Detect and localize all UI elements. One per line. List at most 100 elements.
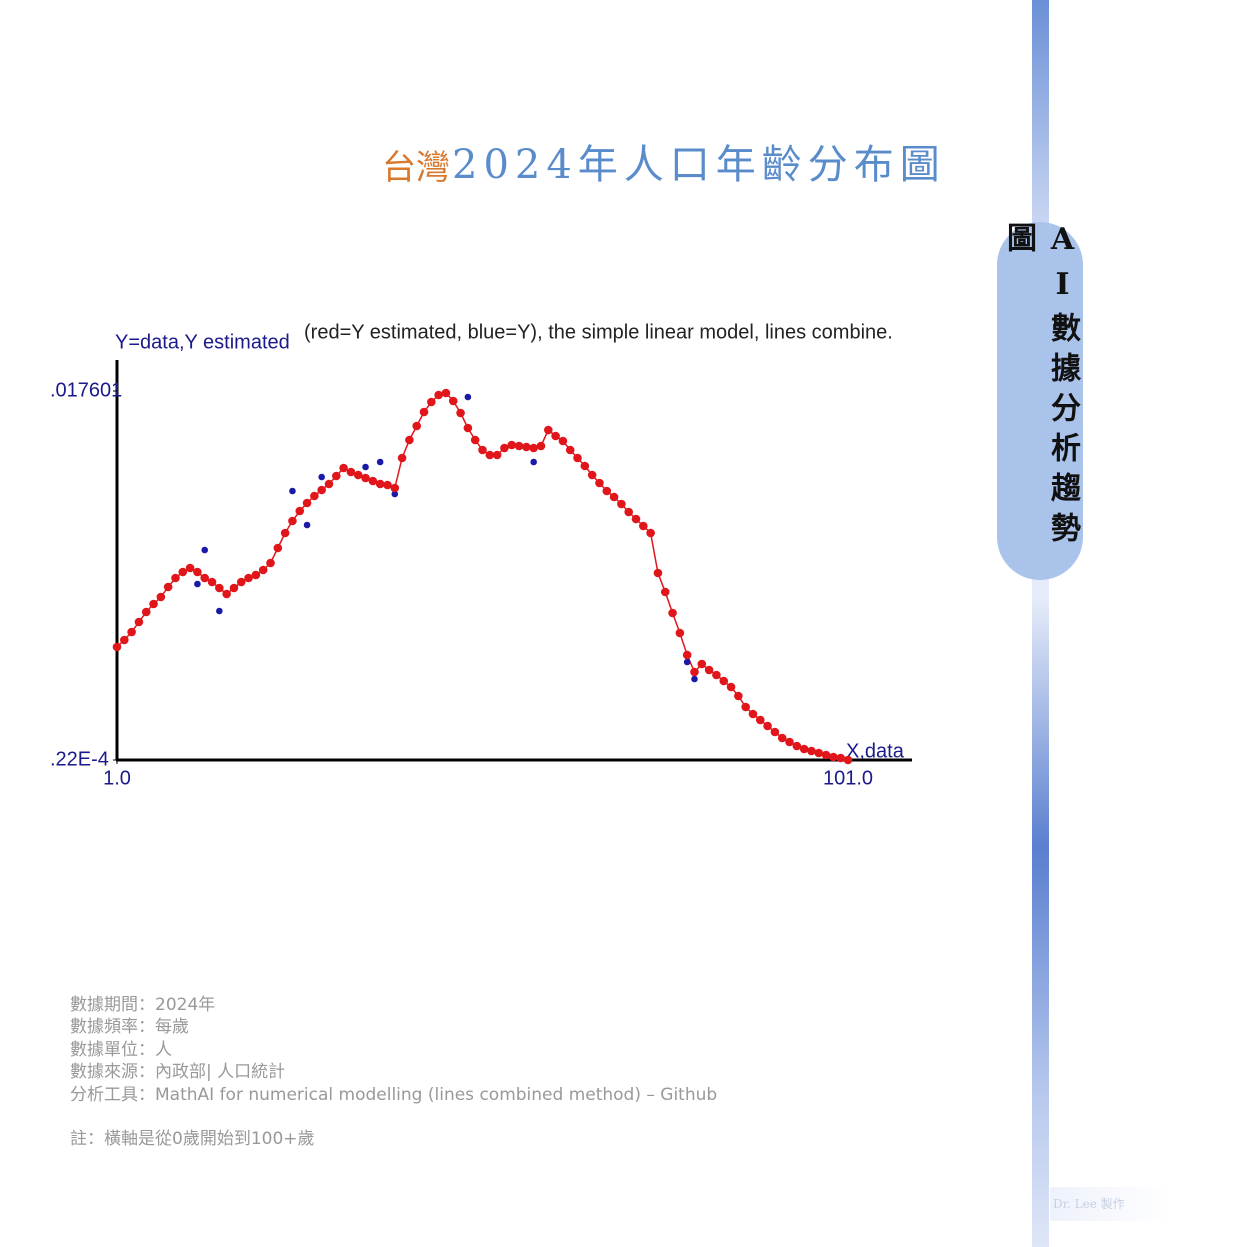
estimate-point	[317, 485, 326, 495]
data-point	[683, 658, 691, 666]
estimate-point	[595, 478, 604, 488]
estimate-point	[719, 676, 729, 686]
estimate-point	[748, 709, 758, 719]
note-line: 註：橫軸是從0歲開始到100+歲	[70, 1129, 315, 1150]
y-tick-label: .017601	[50, 379, 122, 401]
data-point	[530, 458, 537, 466]
estimate-point	[814, 748, 824, 758]
estimate-point	[390, 483, 400, 493]
estimate-point	[690, 667, 699, 677]
estimate-point	[156, 592, 166, 602]
estimate-point	[448, 396, 458, 406]
estimate-point	[207, 577, 217, 587]
estimate-point	[222, 589, 231, 599]
estimate-point	[141, 607, 151, 617]
estimate-point	[236, 577, 246, 587]
estimate-point	[514, 441, 524, 451]
estimate-point	[624, 507, 633, 517]
estimate-point	[602, 486, 612, 496]
page-title-prefix: 台灣	[382, 148, 450, 188]
estimate-point	[229, 583, 239, 593]
sidebar-label: AI數據分析趨勢圖	[1001, 222, 1080, 552]
estimate-point	[127, 627, 136, 637]
estimate-point	[412, 421, 422, 431]
estimate-point	[419, 407, 429, 417]
estimate-point	[821, 750, 831, 760]
estimate-point	[171, 573, 180, 583]
estimate-point	[441, 388, 451, 398]
estimate-point	[485, 450, 495, 460]
estimate-point	[310, 491, 319, 501]
y-axis-label: Y=data,Y estimated	[115, 331, 290, 353]
estimate-point	[704, 665, 714, 675]
estimate-point	[529, 443, 538, 453]
estimate-point	[843, 755, 853, 765]
sidebar-pill: AI數據分析趨勢圖	[997, 222, 1083, 580]
estimate-point	[755, 715, 765, 725]
estimate-point	[478, 445, 487, 455]
note-line	[70, 1106, 717, 1128]
estimate-point	[112, 642, 122, 652]
estimate-point	[551, 431, 560, 441]
estimate-point	[712, 670, 721, 680]
estimate-point	[777, 733, 787, 743]
data-point	[303, 521, 311, 529]
credit: Dr. Lee 製作	[1050, 1187, 1173, 1221]
estimate-point	[726, 682, 736, 692]
estimate-point	[697, 659, 707, 669]
estimate-point	[251, 570, 261, 580]
note-line: 數據來源：內政部| 人口統計	[70, 1062, 286, 1083]
estimate-point	[741, 702, 750, 712]
data-point	[201, 546, 209, 554]
estimate-point	[799, 744, 809, 754]
estimate-point	[500, 443, 509, 453]
estimate-point	[565, 445, 575, 455]
estimate-point	[807, 746, 816, 756]
note-line: 分析工具：MathAI for numerical modelling (lin…	[70, 1084, 718, 1105]
data-point	[318, 473, 325, 481]
y-tick-label: .22E-4	[50, 748, 109, 770]
estimate-point	[492, 450, 502, 460]
estimate-point	[134, 617, 144, 627]
estimate-point	[405, 435, 414, 445]
estimate-point	[185, 563, 195, 573]
estimate-point	[646, 528, 655, 538]
estimate-point	[829, 752, 838, 762]
estimate-point	[361, 473, 370, 483]
estimate-point	[302, 498, 312, 508]
estimate-point	[324, 479, 334, 489]
notes: 數據期間：2024年 數據頻率：每歲 數據單位：人 數據來源：內政部| 人口統計 分析工…	[70, 994, 717, 1151]
estimate-point	[675, 628, 685, 638]
data-point	[464, 393, 472, 401]
estimate-point	[470, 435, 480, 445]
estimate-point	[617, 499, 626, 509]
sidebar-bar	[1032, 0, 1049, 1247]
estimate-point	[682, 650, 692, 660]
note-line: 數據單位：人	[70, 1039, 172, 1060]
data-point	[691, 675, 698, 683]
estimate-point	[368, 476, 378, 486]
estimate-point	[353, 470, 363, 480]
estimate-point	[295, 506, 305, 516]
estimate-point	[558, 436, 568, 446]
x-axis-label: X,data	[846, 740, 905, 762]
estimate-point	[522, 442, 531, 452]
data-point	[216, 607, 223, 615]
estimate-point	[543, 425, 553, 435]
estimate-point	[339, 463, 348, 473]
estimate-point	[178, 567, 188, 577]
estimate-point	[215, 583, 224, 593]
estimate-point	[463, 423, 473, 433]
estimate-point	[258, 565, 268, 575]
estimate-point	[244, 573, 253, 583]
data-point	[391, 490, 399, 498]
estimate-point	[836, 753, 845, 763]
data-point	[289, 487, 296, 495]
estimate-point	[288, 516, 297, 526]
estimate-point	[639, 521, 648, 531]
estimate-point	[668, 608, 677, 618]
estimate-point	[507, 440, 517, 450]
estimate-point	[346, 467, 356, 477]
estimate-point	[631, 514, 641, 524]
estimate-point	[200, 573, 210, 583]
